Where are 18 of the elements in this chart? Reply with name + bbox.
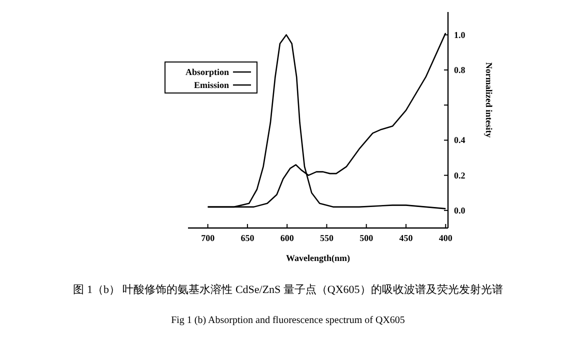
y-tick-label: 0.4 bbox=[454, 135, 466, 146]
y-tick-label: 0.8 bbox=[454, 64, 466, 75]
caption: Fig 1 (b) Absorption and fluorescence spectrum of QX605 bbox=[171, 315, 405, 326]
y-axis-title: Normalized intesity bbox=[484, 62, 494, 138]
x-tick-label: 450 bbox=[399, 233, 414, 243]
x-tick-label: 500 bbox=[360, 233, 374, 243]
x-tick-label: 650 bbox=[240, 233, 255, 243]
x-tick-label: 550 bbox=[320, 233, 334, 243]
y-tick-label: 1.0 bbox=[454, 30, 466, 40]
legend-label: Absorption bbox=[185, 67, 229, 77]
legend-label: Emission bbox=[194, 80, 229, 90]
y-tick-label: 0.2 bbox=[454, 170, 466, 180]
x-tick-label: 600 bbox=[280, 233, 294, 243]
x-axis-title: Wavelength(nm) bbox=[286, 253, 350, 263]
x-tick-label: 400 bbox=[438, 233, 453, 243]
y-tick-label: 0.0 bbox=[454, 205, 466, 216]
x-tick-label: 700 bbox=[201, 233, 216, 243]
caption: 图 1（b） 叶酸修饰的氨基水溶性 CdSe/ZnS 量子点（QX605）的吸收波谱及荧光发射光谱 bbox=[73, 283, 503, 296]
